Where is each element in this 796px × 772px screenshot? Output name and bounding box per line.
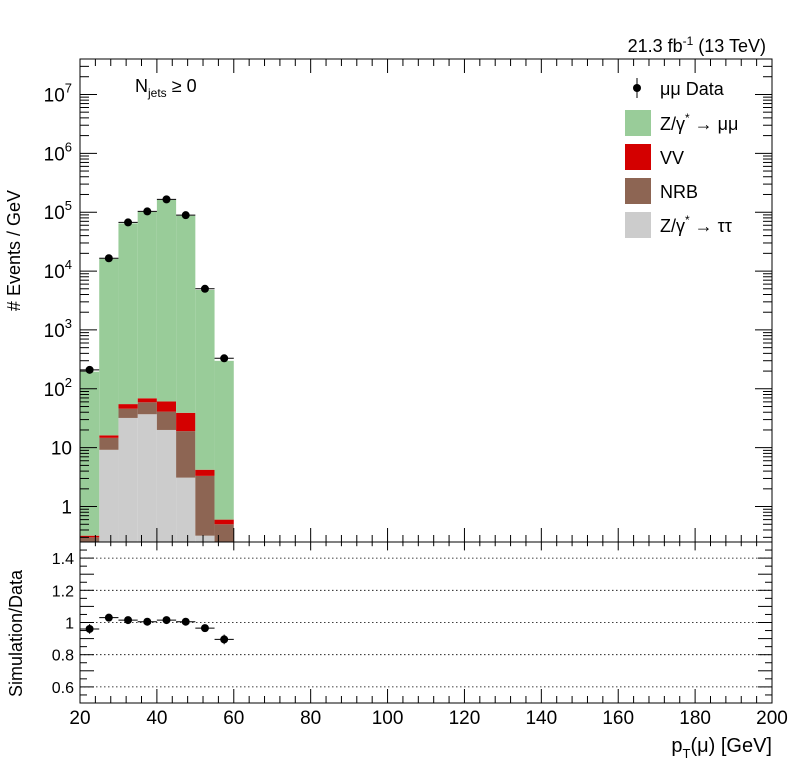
- y-tick-label: 107: [44, 80, 72, 106]
- y-tick-label: 105: [44, 198, 72, 224]
- data-point-4: [162, 195, 171, 204]
- ratio-x-ticks: [79, 542, 773, 703]
- ratio-y-tick-label: 1.2: [52, 583, 74, 600]
- bar-nrb-0: [80, 537, 100, 542]
- ratio-point: [181, 617, 190, 626]
- legend-label: NRB: [660, 182, 698, 202]
- main-plot-panel: 1 10 102 103 104 105 106 107 Njets ≥ 0 μμ Data Z…: [44, 58, 773, 543]
- legend-data-marker: [633, 84, 641, 92]
- bar-z-1: [99, 258, 119, 436]
- x-tick-label: 140: [525, 708, 557, 729]
- legend-label: Z/γ* → ττ: [660, 213, 732, 236]
- x-tick-labels: 20 40 60 80 100 120 140 160 180 200: [69, 708, 787, 729]
- data-point-7: [220, 354, 229, 363]
- bar-nrb-5: [176, 431, 196, 478]
- y-tick-label: 104: [44, 257, 72, 283]
- x-tick-label: 40: [146, 708, 167, 729]
- ratio-gridlines: [80, 557, 772, 688]
- ratio-point: [162, 616, 171, 625]
- bar-vv-4: [156, 401, 177, 412]
- bar-vv-0: [80, 535, 100, 538]
- bar-z-6: [195, 289, 215, 470]
- ratio-y-tick-label: 0.6: [52, 680, 74, 697]
- y-tick-label: 103: [44, 316, 72, 342]
- stacked-bars: [80, 199, 234, 542]
- y-tick-label: 1: [61, 498, 72, 519]
- x-tick-label: 160: [602, 708, 634, 729]
- y-tick-label: 106: [44, 139, 72, 165]
- bar-vv-3: [137, 398, 157, 403]
- data-point-5: [181, 211, 190, 220]
- bar-z-1: [99, 449, 119, 542]
- x-tick-label: 180: [679, 708, 711, 729]
- legend-swatch: [625, 110, 651, 136]
- y-tick-label: 102: [44, 375, 72, 401]
- data-point-6: [200, 284, 209, 293]
- main-x-ticks: [79, 59, 773, 542]
- data-points: [80, 195, 234, 374]
- ratio-point: [200, 624, 209, 633]
- y-axis-title: # Events / GeV: [4, 190, 24, 311]
- bar-nrb-4: [156, 411, 177, 430]
- ratio-point: [143, 617, 152, 626]
- ratio-point: [85, 624, 94, 633]
- ratio-y-tick-label: 0.8: [52, 648, 74, 665]
- x-tick-label: 120: [449, 708, 481, 729]
- data-point-0: [85, 365, 94, 374]
- ratio-y-tick-label: 1.4: [52, 551, 74, 568]
- bar-vv-2: [118, 404, 138, 409]
- legend-swatch: [625, 178, 651, 204]
- bar-z-7: [214, 360, 234, 520]
- x-tick-label: 80: [300, 708, 321, 729]
- x-tick-label: 20: [69, 708, 90, 729]
- bar-z-5: [176, 215, 196, 413]
- ratio-point: [220, 635, 229, 644]
- x-tick-label: 100: [372, 708, 404, 729]
- lumi-label: 21.3 fb-1 (13 TeV): [628, 34, 766, 56]
- legend-data-label: μμ Data: [660, 79, 725, 99]
- bar-vv-7: [214, 519, 234, 525]
- legend-label: VV: [660, 148, 684, 168]
- bar-z-6: [195, 535, 215, 542]
- bar-z-3: [137, 211, 157, 399]
- main-y-ticks: 1 10 102 103 104 105 106 107: [44, 58, 772, 538]
- ratio-plot-panel: 0.6 0.8 1 1.2 1.4: [52, 541, 773, 704]
- ratio-y-axis-title: Simulation/Data: [6, 569, 26, 697]
- data-point-1: [104, 254, 113, 263]
- ratio-points: [80, 613, 234, 645]
- ratio-point: [104, 613, 113, 622]
- bar-vv-5: [176, 412, 196, 432]
- bar-z-4: [156, 429, 177, 542]
- selection-label: Njets ≥ 0: [135, 76, 197, 100]
- data-point-3: [143, 207, 152, 216]
- ratio-point: [124, 616, 133, 625]
- legend: μμ Data Z/γ* → μμ VV NRB Z/γ* → ττ: [625, 78, 738, 238]
- bar-nrb-2: [118, 408, 138, 418]
- bar-nrb-7: [214, 524, 234, 542]
- bar-nrb-3: [137, 402, 157, 415]
- bar-z-3: [137, 414, 157, 542]
- legend-label: Z/γ* → μμ: [660, 111, 738, 134]
- x-axis-title: pT(μ) [GeV]: [671, 735, 772, 761]
- x-tick-label: 200: [756, 708, 788, 729]
- bar-nrb-6: [195, 475, 215, 536]
- bar-z-5: [176, 477, 196, 542]
- bar-z-2: [118, 417, 138, 542]
- y-tick-label: 10: [51, 439, 72, 460]
- bar-z-2: [118, 223, 138, 405]
- bar-vv-1: [99, 435, 119, 438]
- x-tick-label: 60: [223, 708, 244, 729]
- data-point-2: [124, 218, 133, 227]
- legend-swatch: [625, 212, 651, 238]
- legend-swatch: [625, 144, 651, 170]
- bar-nrb-1: [99, 437, 119, 450]
- ratio-y-tick-label: 1: [65, 616, 74, 633]
- ratio-y-ticks: 0.6 0.8 1 1.2 1.4: [52, 541, 772, 704]
- bar-vv-6: [195, 469, 215, 476]
- bar-z-4: [156, 199, 177, 402]
